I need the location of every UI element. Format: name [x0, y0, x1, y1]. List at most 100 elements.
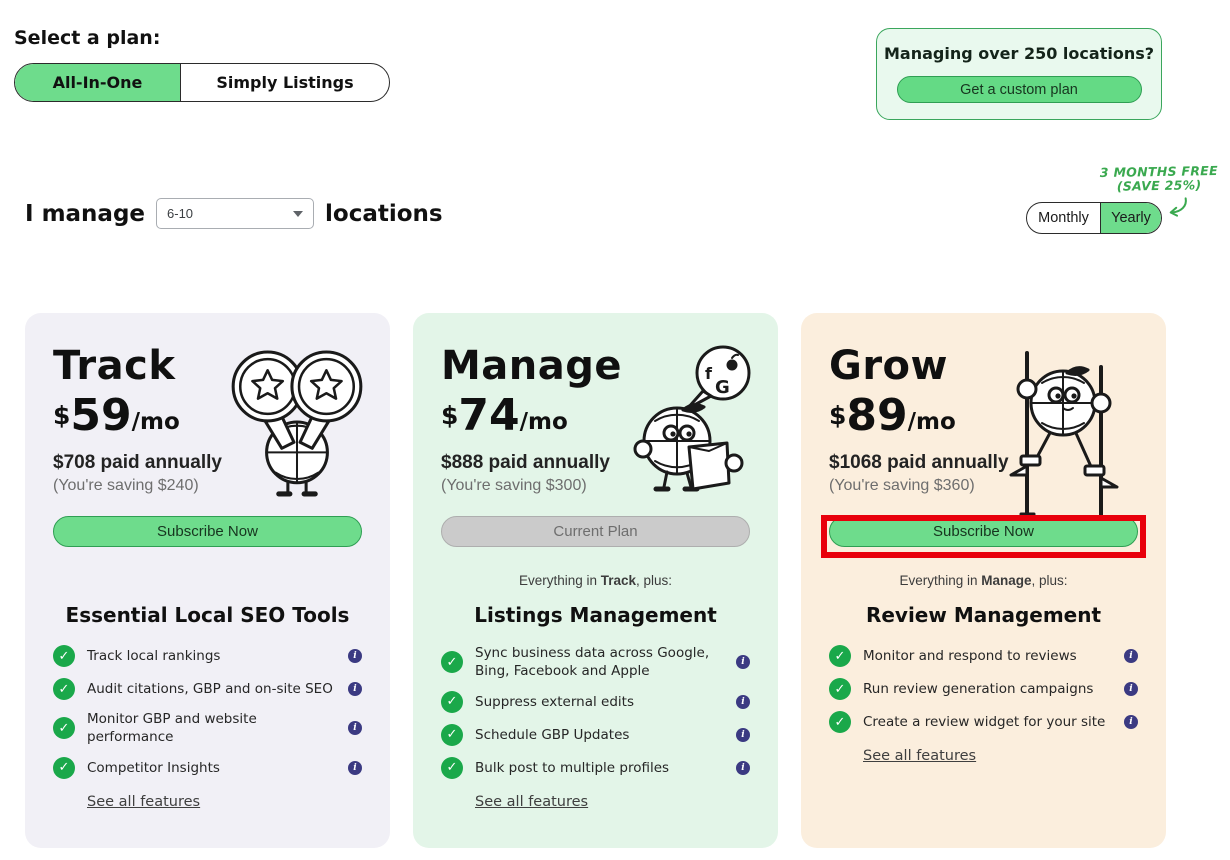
plan-toggle-simply-listings[interactable]: Simply Listings: [181, 64, 389, 101]
plan-price: $59/mo: [53, 390, 362, 441]
feature-row: ✓ Run review generation campaigns i: [829, 677, 1138, 701]
info-icon[interactable]: i: [348, 649, 362, 664]
plan-card-track: Track $59/mo $708 paid annually (You're …: [25, 313, 390, 848]
billing-toggle-yearly[interactable]: Yearly: [1100, 203, 1161, 233]
features-heading: Review Management: [865, 603, 1102, 628]
currency-sign: $: [53, 401, 71, 430]
price-period: /mo: [131, 409, 180, 435]
yearly-promo-note: 3 MONTHS FREE (SAVE 25%): [1095, 163, 1223, 195]
plan-card-grow: Grow $89/mo $1068 paid annually (You're …: [801, 313, 1166, 848]
info-icon[interactable]: i: [736, 727, 750, 742]
feature-label: Monitor and respond to reviews: [863, 648, 1077, 665]
feature-row: ✓ Competitor Insights i: [53, 756, 362, 780]
paid-annually-note: $888 paid annually: [441, 452, 610, 474]
saving-note: (You're saving $300): [441, 477, 587, 495]
features-list: ✓ Sync business data across Google, Bing…: [441, 644, 750, 779]
feature-label: Track local rankings: [87, 648, 221, 665]
currency-sign: $: [441, 401, 459, 430]
locations-select[interactable]: 6-10: [156, 198, 315, 229]
select-plan-heading: Select a plan:: [14, 27, 161, 49]
check-icon: ✓: [441, 723, 463, 746]
plan-cards: Track $59/mo $708 paid annually (You're …: [25, 313, 1166, 848]
info-icon[interactable]: i: [1124, 715, 1138, 730]
feature-row: ✓ Monitor GBP and website performance i: [53, 710, 362, 746]
currency-sign: $: [829, 401, 847, 430]
current-plan-button[interactable]: Current Plan: [441, 516, 750, 548]
billing-period-toggle: Monthly Yearly: [1026, 202, 1162, 234]
promo-line-2: (SAVE 25%): [1116, 177, 1202, 195]
info-icon[interactable]: i: [348, 721, 362, 736]
everything-in-line: [53, 573, 362, 590]
plan-toggle-all-in-one[interactable]: All-In-One: [15, 64, 181, 101]
features-list: ✓ Track local rankings i ✓ Audit citatio…: [53, 644, 362, 779]
feature-label: Run review generation campaigns: [863, 681, 1094, 698]
info-icon[interactable]: i: [736, 655, 750, 670]
location-count-row: I manage 6-10 locations: [25, 198, 443, 229]
feature-label: Sync business data across Google, Bing, …: [475, 645, 710, 680]
feature-row: ✓ Monitor and respond to reviews i: [829, 644, 1138, 668]
plan-name: Manage: [441, 343, 623, 389]
everything-in-line: Everything in Manage, plus:: [899, 573, 1068, 589]
check-icon: ✓: [441, 756, 463, 779]
info-icon[interactable]: i: [736, 760, 750, 775]
plan-price: $74/mo: [441, 390, 750, 441]
price-period: /mo: [907, 409, 956, 435]
price-period: /mo: [519, 409, 568, 435]
locations-select-value: 6-10: [167, 206, 194, 221]
price-amount: 59: [70, 390, 132, 441]
features-heading: Listings Management: [474, 603, 717, 628]
see-all-features-link[interactable]: See all features: [87, 793, 201, 810]
feature-row: ✓ Audit citations, GBP and on-site SEO i: [53, 677, 362, 701]
check-icon: ✓: [829, 645, 851, 668]
plan-type-toggle: All-In-One Simply Listings: [14, 63, 390, 102]
custom-plan-box: Managing over 250 locations? Get a custo…: [876, 28, 1162, 120]
price-amount: 89: [846, 390, 908, 441]
plan-card-manage: f G Manage $74/mo $888 paid annually (Yo…: [413, 313, 778, 848]
check-icon: ✓: [53, 678, 75, 701]
subscribe-now-button-track[interactable]: Subscribe Now: [53, 516, 362, 548]
features-list: ✓ Monitor and respond to reviews i ✓ Run…: [829, 644, 1138, 734]
plan-price: $89/mo: [829, 390, 1138, 441]
get-custom-plan-button[interactable]: Get a custom plan: [896, 76, 1142, 103]
see-all-features-link[interactable]: See all features: [475, 793, 589, 810]
features-heading: Essential Local SEO Tools: [65, 603, 350, 628]
custom-plan-heading: Managing over 250 locations?: [883, 44, 1155, 63]
dropdown-arrow-icon: [293, 210, 304, 217]
paid-annually-note: $708 paid annually: [53, 452, 222, 474]
feature-row: ✓ Track local rankings i: [53, 644, 362, 668]
see-all-features-link[interactable]: See all features: [863, 748, 977, 765]
feature-row: ✓ Create a review widget for your site i: [829, 710, 1138, 734]
saving-note: (You're saving $360): [829, 477, 975, 495]
info-icon[interactable]: i: [736, 694, 750, 709]
i-manage-label: I manage: [25, 200, 146, 227]
check-icon: ✓: [829, 711, 851, 734]
check-icon: ✓: [829, 678, 851, 701]
check-icon: ✓: [53, 645, 75, 668]
feature-row: ✓ Sync business data across Google, Bing…: [441, 644, 750, 680]
info-icon[interactable]: i: [1124, 682, 1138, 697]
paid-annually-note: $1068 paid annually: [829, 452, 1009, 474]
info-icon[interactable]: i: [1124, 649, 1138, 664]
promo-arrow-icon: [1166, 196, 1188, 222]
feature-row: ✓ Schedule GBP Updates i: [441, 723, 750, 747]
subscribe-now-button-grow[interactable]: Subscribe Now: [829, 516, 1138, 548]
plan-name: Track: [53, 343, 176, 389]
feature-row: ✓ Bulk post to multiple profiles i: [441, 756, 750, 780]
locations-label: locations: [325, 200, 443, 227]
everything-in-line: Everything in Track, plus:: [518, 573, 673, 589]
feature-label: Audit citations, GBP and on-site SEO: [87, 681, 333, 698]
feature-label: Create a review widget for your site: [863, 714, 1106, 731]
check-icon: ✓: [53, 756, 75, 779]
plan-name: Grow: [829, 343, 948, 389]
feature-label: Bulk post to multiple profiles: [475, 759, 670, 776]
feature-label: Schedule GBP Updates: [475, 726, 630, 743]
check-icon: ✓: [441, 651, 463, 674]
feature-label: Monitor GBP and website performance: [87, 711, 257, 746]
feature-label: Competitor Insights: [87, 759, 220, 776]
check-icon: ✓: [441, 690, 463, 713]
info-icon[interactable]: i: [348, 682, 362, 697]
price-amount: 74: [458, 390, 520, 441]
billing-toggle-monthly[interactable]: Monthly: [1027, 203, 1100, 233]
info-icon[interactable]: i: [348, 760, 362, 775]
